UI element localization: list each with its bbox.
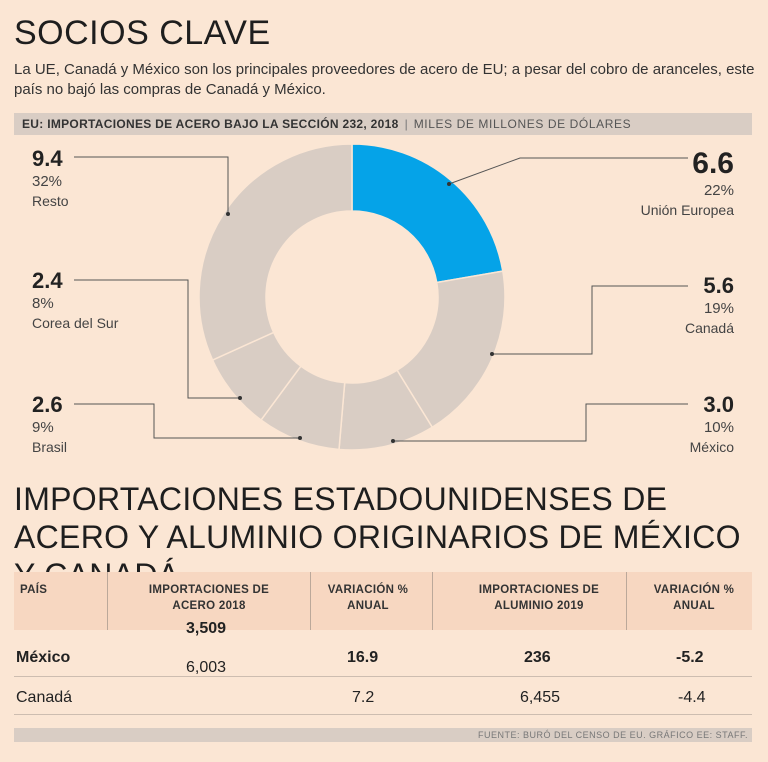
- row-divider: [14, 676, 752, 677]
- chart-unit: MILES DE MILLONES DE DÓLARES: [413, 117, 632, 131]
- label-union-europea: 6.6 22% Unión Europea: [641, 147, 734, 219]
- leader-line-resto: [74, 156, 229, 214]
- name-mexico: México: [689, 439, 734, 455]
- column-divider: [432, 572, 433, 630]
- cell-acero-mexico: 3,509: [186, 620, 227, 637]
- value-canada: 5.6: [703, 273, 734, 298]
- leader-dot-corea-del-sur: [238, 396, 242, 400]
- label-brasil: 2.6 9% Brasil: [32, 392, 67, 456]
- value-mexico: 3.0: [703, 392, 734, 417]
- cell-aluminio-canada: 6,455: [520, 689, 561, 706]
- chart-title: EU: IMPORTACIONES DE ACERO BAJO LA SECCI…: [22, 117, 399, 131]
- source-footer: FUENTE: BURÓ DEL CENSO DE EU. GRÁFICO EE…: [14, 728, 752, 742]
- header-pais: PAÍS: [20, 584, 48, 596]
- percent-brasil: 9%: [32, 419, 54, 436]
- page-subtitle: La UE, Canadá y México son los principal…: [14, 61, 755, 98]
- cell-acero-canada: 6,003: [186, 659, 227, 676]
- cell-var2-canada: -4.4: [678, 689, 706, 706]
- cell-aluminio-mexico: 236: [524, 649, 551, 666]
- cell-var2-mexico: -5.2: [676, 649, 704, 666]
- header-var2: VARIACIÓN % ANUAL: [653, 584, 735, 612]
- label-canada: 5.6 19% Canadá: [685, 273, 734, 337]
- leader-dot-canada: [490, 352, 494, 356]
- name-resto: Resto: [32, 193, 69, 209]
- cell-var1-canada: 7.2: [352, 689, 375, 706]
- label-resto: 9.4 32% Resto: [32, 146, 69, 210]
- page-title: SOCIOS CLAVE: [14, 14, 271, 52]
- leader-dot-mexico: [391, 439, 395, 443]
- leader-line-union-europea: [448, 157, 688, 185]
- percent-union-europea: 22%: [703, 182, 734, 199]
- column-divider: [310, 572, 311, 630]
- leader-dot-resto: [226, 212, 230, 216]
- leader-dot-brasil: [298, 436, 302, 440]
- header-aluminio: IMPORTACIONES DE ALUMINIO 2019: [478, 584, 600, 612]
- percent-mexico: 10%: [703, 419, 734, 436]
- name-corea-del-sur: Corea del Sur: [32, 315, 119, 331]
- cell-pais-mexico: México: [16, 649, 71, 666]
- percent-resto: 32%: [32, 173, 63, 190]
- value-resto: 9.4: [32, 146, 63, 171]
- title-separator: |: [404, 117, 408, 131]
- column-divider: [107, 572, 108, 630]
- label-mexico: 3.0 10% México: [690, 392, 734, 456]
- label-corea-del-sur: 2.4 8% Corea del Sur: [32, 268, 118, 332]
- table-header: PAÍS IMPORTACIONES DE ACERO 2018 VARIACI…: [14, 572, 752, 630]
- slice-resto: [198, 143, 353, 362]
- donut-chart: [74, 143, 688, 451]
- leader-line-brasil: [74, 403, 300, 439]
- chart-title-band: EU: IMPORTACIONES DE ACERO BAJO LA SECCI…: [14, 113, 752, 135]
- percent-canada: 19%: [703, 300, 734, 317]
- cell-var1-mexico: 16.9: [347, 649, 379, 666]
- header-var1: VARIACIÓN % ANUAL: [327, 584, 409, 612]
- name-union-europea: Unión Europea: [640, 202, 734, 218]
- table-title: IMPORTACIONES ESTADOUNIDENSES DE ACERO Y…: [14, 481, 741, 593]
- name-canada: Canadá: [684, 320, 734, 336]
- value-brasil: 2.6: [32, 392, 63, 417]
- name-brasil: Brasil: [32, 439, 68, 455]
- cell-pais-canada: Canadá: [16, 689, 73, 706]
- value-union-europea: 6.6: [692, 147, 734, 180]
- header-acero: IMPORTACIONES DE ACERO 2018: [148, 584, 270, 612]
- column-divider: [626, 572, 627, 630]
- slice-union-europea: [351, 143, 504, 284]
- leader-dot-union-europea: [447, 182, 451, 186]
- leader-line-canada: [492, 285, 688, 355]
- leader-line-mexico: [393, 403, 688, 442]
- row-divider: [14, 714, 752, 715]
- leader-line-corea-del-sur: [74, 279, 240, 399]
- value-corea-del-sur: 2.4: [32, 268, 63, 293]
- percent-corea-del-sur: 8%: [32, 295, 54, 312]
